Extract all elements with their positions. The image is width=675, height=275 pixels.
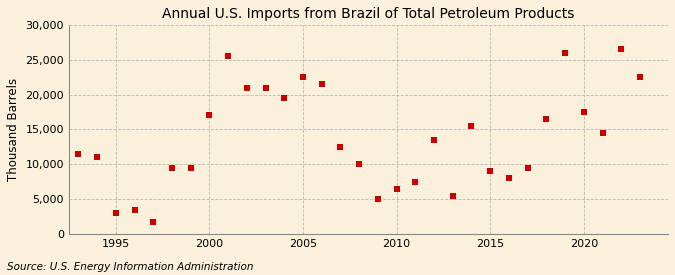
Point bbox=[504, 176, 514, 180]
Point bbox=[578, 110, 589, 114]
Point bbox=[279, 96, 290, 100]
Point bbox=[223, 54, 234, 59]
Point bbox=[354, 162, 364, 166]
Point bbox=[634, 75, 645, 79]
Point bbox=[111, 211, 122, 215]
Point bbox=[260, 86, 271, 90]
Point bbox=[616, 47, 626, 51]
Point bbox=[560, 51, 570, 55]
Point bbox=[373, 197, 383, 201]
Point bbox=[410, 180, 421, 184]
Point bbox=[185, 166, 196, 170]
Point bbox=[522, 166, 533, 170]
Point bbox=[298, 75, 308, 79]
Point bbox=[242, 86, 252, 90]
Point bbox=[541, 117, 551, 121]
Text: Source: U.S. Energy Information Administration: Source: U.S. Energy Information Administ… bbox=[7, 262, 253, 272]
Point bbox=[148, 220, 159, 224]
Point bbox=[73, 152, 84, 156]
Point bbox=[129, 207, 140, 212]
Y-axis label: Thousand Barrels: Thousand Barrels bbox=[7, 78, 20, 181]
Point bbox=[317, 82, 327, 86]
Point bbox=[392, 186, 402, 191]
Point bbox=[597, 131, 608, 135]
Point bbox=[448, 193, 458, 198]
Point bbox=[429, 138, 439, 142]
Point bbox=[92, 155, 103, 160]
Title: Annual U.S. Imports from Brazil of Total Petroleum Products: Annual U.S. Imports from Brazil of Total… bbox=[162, 7, 574, 21]
Point bbox=[485, 169, 495, 174]
Point bbox=[204, 113, 215, 118]
Point bbox=[335, 145, 346, 149]
Point bbox=[167, 166, 178, 170]
Point bbox=[466, 124, 477, 128]
